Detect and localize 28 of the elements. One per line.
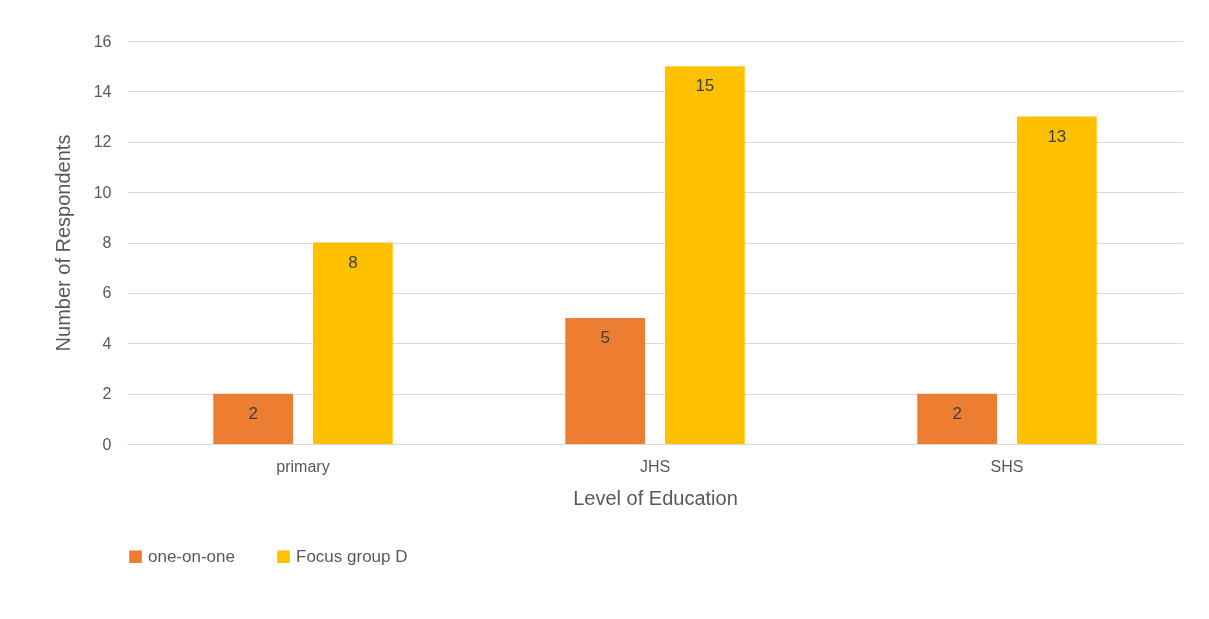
bar xyxy=(1016,116,1097,444)
data-label: 5 xyxy=(600,328,610,348)
legend-label: Focus group D xyxy=(296,546,408,566)
y-tick-label: 14 xyxy=(93,82,112,100)
data-label: 2 xyxy=(248,403,258,423)
y-tick-label: 16 xyxy=(93,32,112,50)
data-label: 13 xyxy=(1047,126,1067,146)
data-label: 8 xyxy=(348,252,358,272)
y-tick-label: 10 xyxy=(93,183,112,201)
x-tick-label: primary xyxy=(276,457,330,475)
legend-label: one-on-one xyxy=(148,546,235,566)
y-tick-label: 2 xyxy=(102,385,112,403)
bar xyxy=(213,393,294,444)
bar xyxy=(917,393,998,444)
y-tick-label: 4 xyxy=(102,334,112,352)
y-tick-label: 0 xyxy=(102,435,112,453)
y-axis-title: Number of Respondents xyxy=(51,134,74,352)
data-label: 15 xyxy=(695,76,715,96)
x-tick-label: JHS xyxy=(639,457,671,475)
x-tick-label: SHS xyxy=(990,457,1024,475)
bar xyxy=(565,318,646,444)
data-label: 2 xyxy=(952,403,962,423)
y-tick-label: 8 xyxy=(102,234,112,251)
bar xyxy=(312,242,393,444)
y-tick-label: 12 xyxy=(93,133,112,151)
x-axis-title: Level of Education xyxy=(573,486,738,509)
bar xyxy=(664,66,745,444)
y-tick-label: 6 xyxy=(102,284,112,302)
